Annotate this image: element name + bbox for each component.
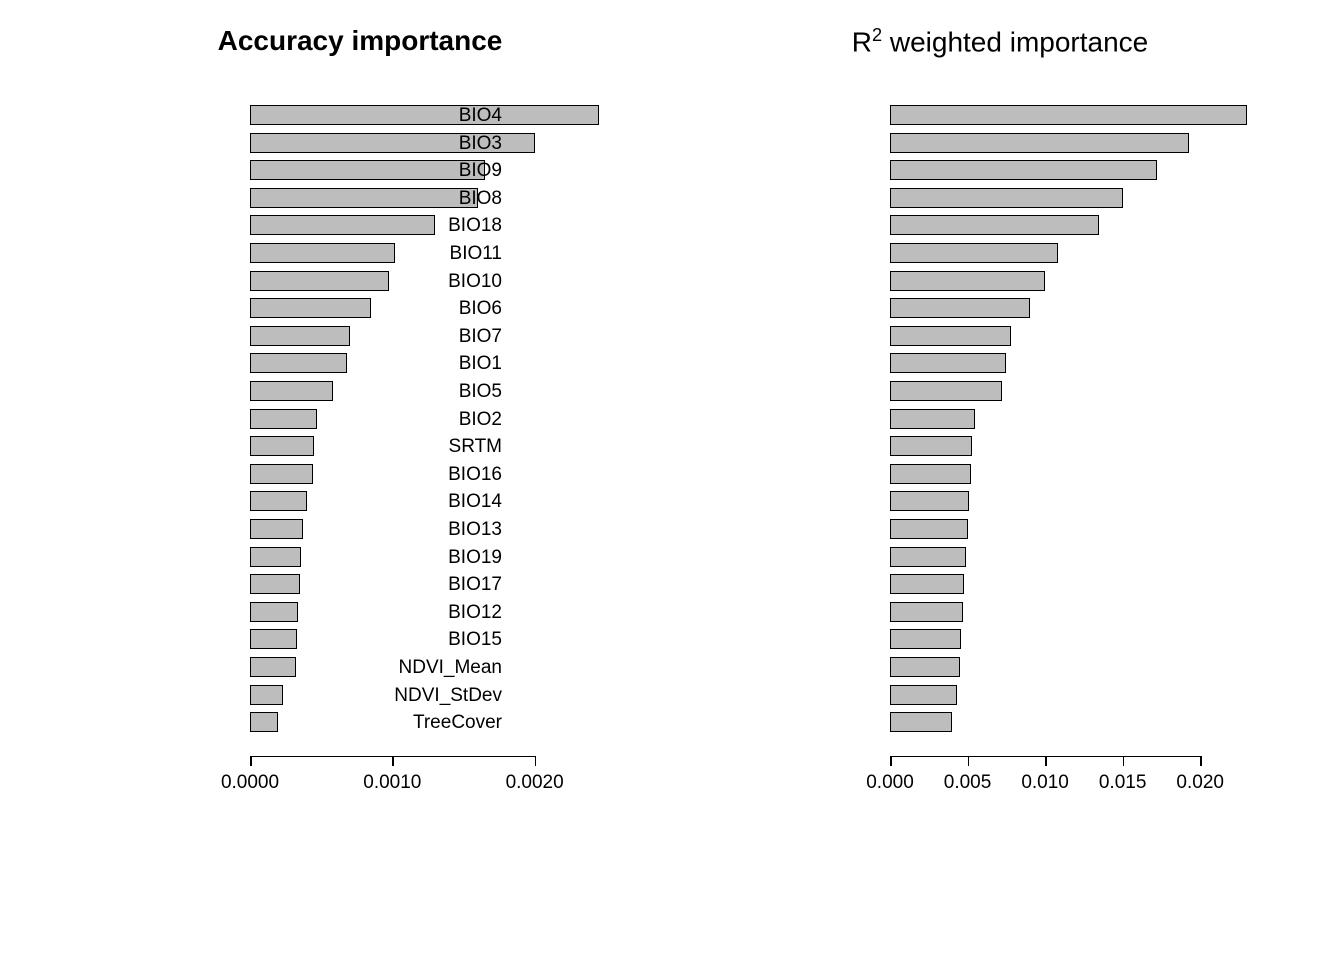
bar-label: BIO14 <box>332 491 502 513</box>
bar <box>890 436 972 456</box>
bar-label: BIO7 <box>332 326 502 348</box>
bar <box>890 464 971 484</box>
right-plot-area: BIO4BIO3BIO9BIO8BIO18BIO11BIO10BIO6BIO7B… <box>890 105 1270 745</box>
axis-tick-label: 0.005 <box>944 772 992 794</box>
bar-label: NDVI_StDev <box>332 685 502 707</box>
bar <box>890 271 1045 291</box>
bar <box>890 381 1002 401</box>
axis-tick-label: 0.010 <box>1021 772 1069 794</box>
bar-label: BIO12 <box>332 602 502 624</box>
bar-label: BIO11 <box>332 243 502 265</box>
bar <box>890 105 1247 125</box>
bar-label: NDVI_Mean <box>332 657 502 679</box>
bar-label: BIO3 <box>332 133 502 155</box>
bar <box>250 547 301 567</box>
bar <box>890 353 1006 373</box>
axis-tick <box>250 756 252 766</box>
bar <box>250 491 307 511</box>
axis-tick <box>968 756 970 766</box>
bar-label: BIO1 <box>332 353 502 375</box>
bar-label: BIO13 <box>332 519 502 541</box>
bar-label: BIO8 <box>332 188 502 210</box>
bar <box>890 491 969 511</box>
bar-label: BIO16 <box>332 464 502 486</box>
axis-tick <box>1123 756 1125 766</box>
bar <box>250 574 300 594</box>
bar <box>250 464 313 484</box>
bar-label: BIO19 <box>332 547 502 569</box>
right-title: R2 weighted importance <box>700 25 1300 58</box>
bar <box>890 574 964 594</box>
axis-tick-label: 0.015 <box>1099 772 1147 794</box>
bar <box>890 133 1189 153</box>
bar-label: BIO6 <box>332 298 502 320</box>
bar-label: BIO17 <box>332 574 502 596</box>
bar <box>890 326 1011 346</box>
axis-tick <box>535 756 537 766</box>
bar-label: BIO2 <box>332 409 502 431</box>
axis-tick <box>890 756 892 766</box>
axis-tick-label: 0.020 <box>1176 772 1224 794</box>
bar <box>250 629 297 649</box>
bar-label: BIO10 <box>332 271 502 293</box>
axis-tick <box>1200 756 1202 766</box>
left-title: Accuracy importance <box>60 25 660 57</box>
bar <box>250 602 298 622</box>
page: Accuracy importance BIO4BIO3BIO9BIO8BIO1… <box>0 0 1344 960</box>
bar <box>890 712 952 732</box>
bar <box>250 436 314 456</box>
axis-tick-label: 0.000 <box>866 772 914 794</box>
bar <box>890 685 957 705</box>
axis-tick-label: 0.0010 <box>363 772 421 794</box>
bar <box>250 409 317 429</box>
bar <box>890 298 1030 318</box>
bar-label: SRTM <box>332 436 502 458</box>
axis-tick <box>392 756 394 766</box>
bar <box>250 657 296 677</box>
bar-label: TreeCover <box>332 712 502 734</box>
bar <box>890 602 963 622</box>
right-title-sup: 2 <box>872 25 882 45</box>
axis-tick-label: 0.0020 <box>506 772 564 794</box>
bar-label: BIO4 <box>332 105 502 127</box>
bar-label: BIO15 <box>332 629 502 651</box>
bar-label: BIO9 <box>332 160 502 182</box>
bar-label: BIO18 <box>332 215 502 237</box>
bar <box>890 629 961 649</box>
bar <box>890 215 1099 235</box>
bar-label: BIO5 <box>332 381 502 403</box>
bar <box>250 381 333 401</box>
bar <box>890 657 960 677</box>
bar <box>890 243 1058 263</box>
bar <box>890 188 1123 208</box>
axis-tick-label: 0.0000 <box>221 772 279 794</box>
bar <box>890 547 966 567</box>
right-title-post: weighted importance <box>882 26 1148 57</box>
bar <box>250 712 278 732</box>
right-title-pre: R <box>852 26 872 57</box>
bar <box>890 519 968 539</box>
bar <box>250 685 283 705</box>
bar <box>890 160 1157 180</box>
bar <box>250 519 303 539</box>
axis-tick <box>1045 756 1047 766</box>
bar <box>890 409 975 429</box>
